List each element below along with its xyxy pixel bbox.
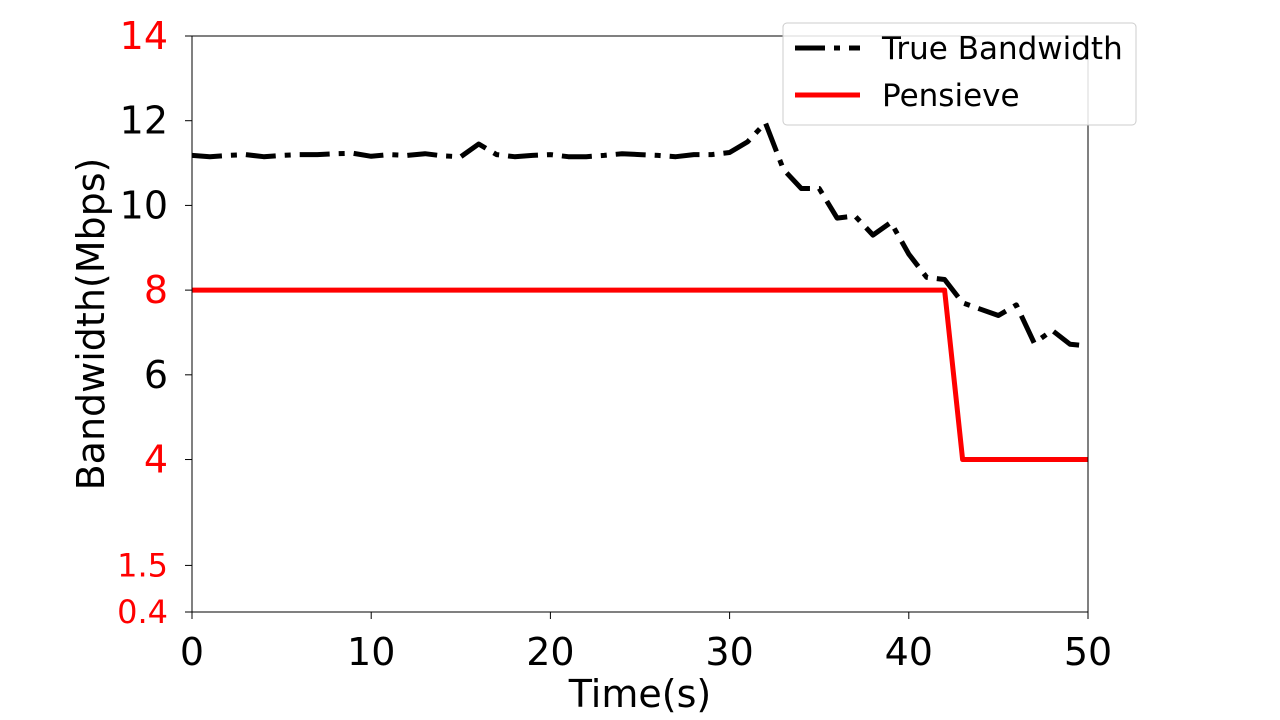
legend-label-true-bandwidth: True Bandwidth bbox=[881, 31, 1123, 67]
y-tick-label: 14 bbox=[120, 14, 168, 58]
y-tick-label: 10 bbox=[120, 183, 168, 227]
y-tick-label: 0.4 bbox=[117, 593, 168, 631]
y-tick-label: 1.5 bbox=[117, 546, 168, 584]
y-tick-label: 4 bbox=[144, 438, 168, 482]
legend-box bbox=[782, 22, 1137, 126]
y-tick-label: 8 bbox=[144, 268, 168, 312]
legend-label-pensieve: Pensieve bbox=[882, 78, 1020, 114]
y-axis-label: Bandwidth(Mbps) bbox=[69, 158, 113, 491]
x-axis-label: Time(s) bbox=[568, 672, 711, 716]
x-axis: 0 10 20 30 40 50 bbox=[180, 612, 1112, 674]
x-tick-label: 10 bbox=[347, 630, 395, 674]
plot-area-frame bbox=[191, 35, 1089, 613]
x-tick-label: 50 bbox=[1064, 630, 1112, 674]
x-tick-label: 40 bbox=[885, 630, 933, 674]
x-tick-label: 0 bbox=[180, 630, 204, 674]
series-line-true-bandwidth bbox=[191, 120, 1089, 349]
series-line-pensieve bbox=[192, 287, 1088, 462]
legend: True Bandwidth Pensieve bbox=[782, 22, 1137, 126]
x-tick-label: 20 bbox=[526, 630, 574, 674]
y-tick-label: 6 bbox=[144, 353, 168, 397]
y-axis: 0.4 1.5 4 6 8 10 12 14 bbox=[117, 14, 192, 631]
y-tick-label: 12 bbox=[120, 99, 168, 143]
x-tick-label: 30 bbox=[705, 630, 753, 674]
series-lines bbox=[191, 120, 1089, 462]
